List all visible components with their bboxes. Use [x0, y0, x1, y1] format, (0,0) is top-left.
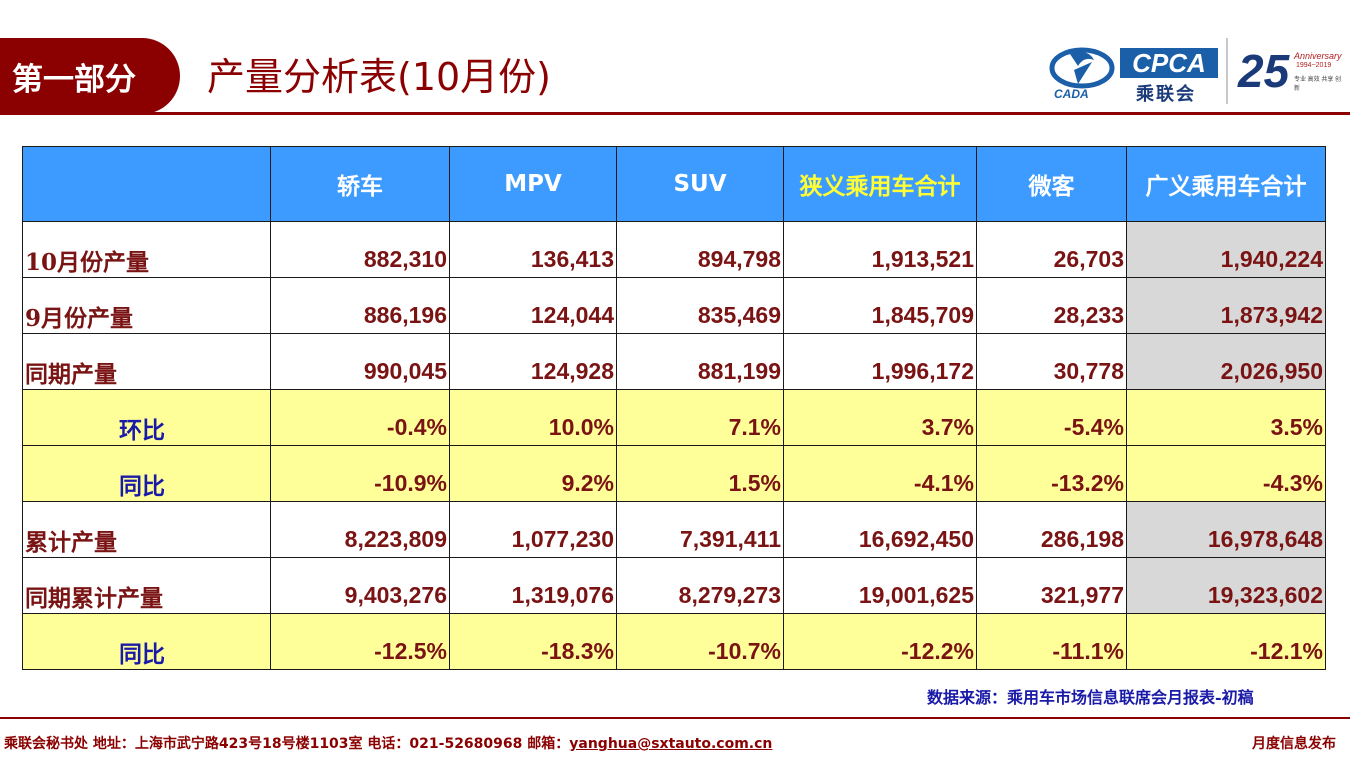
anniversary-logo-label: Anniversary — [1294, 51, 1342, 61]
cada-logo-text: CADA — [1054, 87, 1089, 100]
column-header: 微客 — [976, 146, 1127, 222]
table-cell: 136,413 — [449, 221, 617, 278]
table-cell: 124,928 — [449, 333, 617, 390]
anniversary-logo-tagline: 专业 高效 共享 创新 — [1294, 77, 1342, 92]
table-cell: 894,798 — [616, 221, 784, 278]
table-cell: 19,323,602 — [1126, 557, 1326, 614]
row-label: 累计产量 — [22, 501, 271, 558]
row-label: 9月份产量 — [22, 277, 271, 334]
table-cell: -5.4% — [976, 389, 1127, 446]
row-label: 环比 — [22, 389, 271, 446]
production-table: 轿车 MPV SUV 狭义乘用车合计 微客 广义乘用车合计 10月份产量 882,310 13… — [22, 146, 1326, 670]
cada-logo-icon: CADA — [1049, 47, 1115, 100]
anniversary-logo-number: 25 — [1238, 45, 1290, 97]
anniversary-logo-years: 1994~2019 — [1296, 62, 1332, 69]
table-cell: 3.5% — [1126, 389, 1326, 446]
footer-divider — [0, 717, 1350, 719]
column-header: SUV — [616, 146, 784, 222]
row-label: 10月份产量 — [22, 221, 271, 278]
table-cell: 835,469 — [616, 277, 784, 334]
table-cell: 16,978,648 — [1126, 501, 1326, 558]
table-row: 同期累计产量 9,403,276 1,319,076 8,279,273 19,001,… — [22, 557, 1326, 614]
table-cell: 321,977 — [976, 557, 1127, 614]
table-cell: -13.2% — [976, 445, 1127, 502]
table-cell: -10.9% — [270, 445, 450, 502]
page-title: 产量分析表(10月份) — [207, 55, 552, 99]
table-cell: 8,279,273 — [616, 557, 784, 614]
table-cell: 886,196 — [270, 277, 450, 334]
table-cell: 882,310 — [270, 221, 450, 278]
table-cell: 3.7% — [783, 389, 977, 446]
table-cell: -0.4% — [270, 389, 450, 446]
cpca-logo-cn: 乘联会 — [1136, 84, 1196, 105]
column-header: 轿车 — [270, 146, 450, 222]
table-cell: 1,913,521 — [783, 221, 977, 278]
row-label: 同比 — [22, 445, 271, 502]
table-row: 10月份产量 882,310 136,413 894,798 1,913,521 26,7… — [22, 221, 1326, 278]
footer-email-link[interactable]: yanghua@sxtauto.com.cn — [569, 736, 773, 752]
table-cell: 19,001,625 — [783, 557, 977, 614]
table-cell: 26,703 — [976, 221, 1127, 278]
column-header: MPV — [449, 146, 617, 222]
row-label: 同期产量 — [22, 333, 271, 390]
table-body: 10月份产量 882,310 136,413 894,798 1,913,521 26,7… — [22, 221, 1326, 670]
footer-contact-text: 乘联会秘书处 地址：上海市武宁路423号18号楼1103室 电话：021-526… — [4, 736, 570, 752]
table-cell: -12.5% — [270, 613, 450, 670]
cpca-logo: CPCA — [1120, 48, 1218, 78]
table-cell: 1,845,709 — [783, 277, 977, 334]
table-cell: 1,077,230 — [449, 501, 617, 558]
footer-release-label: 月度信息发布 — [1252, 736, 1336, 752]
table-cell: 9.2% — [449, 445, 617, 502]
column-header: 广义乘用车合计 — [1126, 146, 1326, 222]
row-label: 同比 — [22, 613, 271, 670]
table-cell: 1.5% — [616, 445, 784, 502]
table-cell: -12.2% — [783, 613, 977, 670]
section-badge: 第一部分 — [0, 38, 180, 114]
table-cell: -11.1% — [976, 613, 1127, 670]
table-row: 环比 -0.4% 10.0% 7.1% 3.7% -5.4% 3.5% — [22, 389, 1326, 446]
data-source: 数据来源：乘用车市场信息联席会月报表-初稿 — [927, 688, 1254, 707]
table-header-corner — [22, 146, 271, 222]
table-cell: 1,319,076 — [449, 557, 617, 614]
column-header: 狭义乘用车合计 — [783, 146, 977, 222]
table-header-row: 轿车 MPV SUV 狭义乘用车合计 微客 广义乘用车合计 — [22, 146, 1326, 222]
table-cell: 10.0% — [449, 389, 617, 446]
table-cell: 1,873,942 — [1126, 277, 1326, 334]
table-cell: 16,692,450 — [783, 501, 977, 558]
table-cell: 9,403,276 — [270, 557, 450, 614]
row-label: 同期累计产量 — [22, 557, 271, 614]
table-cell: 1,940,224 — [1126, 221, 1326, 278]
table-cell: 30,778 — [976, 333, 1127, 390]
table-cell: 286,198 — [976, 501, 1127, 558]
table-cell: 7,391,411 — [616, 501, 784, 558]
logo-group: CADA CPCA 乘联会 25 Anniversary 1994~2019 专… — [1040, 38, 1345, 106]
table-row: 9月份产量 886,196 124,044 835,469 1,845,709 28,23… — [22, 277, 1326, 334]
table-cell: -4.1% — [783, 445, 977, 502]
table-cell: 8,223,809 — [270, 501, 450, 558]
table-cell: 881,199 — [616, 333, 784, 390]
table-row: 同比 -12.5% -18.3% -10.7% -12.2% -11.1% -12.1% — [22, 613, 1326, 670]
table-cell: -12.1% — [1126, 613, 1326, 670]
table-row: 同比 -10.9% 9.2% 1.5% -4.1% -13.2% -4.3% — [22, 445, 1326, 502]
table-cell: 1,996,172 — [783, 333, 977, 390]
table-cell: 124,044 — [449, 277, 617, 334]
logo-divider — [1226, 38, 1228, 104]
table-cell: -10.7% — [616, 613, 784, 670]
table-cell: 990,045 — [270, 333, 450, 390]
footer-contact: 乘联会秘书处 地址：上海市武宁路423号18号楼1103室 电话：021-526… — [4, 733, 772, 753]
table-cell: 28,233 — [976, 277, 1127, 334]
table-row: 同期产量 990,045 124,928 881,199 1,996,172 30,778… — [22, 333, 1326, 390]
table-cell: -18.3% — [449, 613, 617, 670]
table-cell: -4.3% — [1126, 445, 1326, 502]
table-cell: 7.1% — [616, 389, 784, 446]
table-row: 累计产量 8,223,809 1,077,230 7,391,411 16,692,45… — [22, 501, 1326, 558]
header-divider — [0, 112, 1350, 115]
table-cell: 2,026,950 — [1126, 333, 1326, 390]
